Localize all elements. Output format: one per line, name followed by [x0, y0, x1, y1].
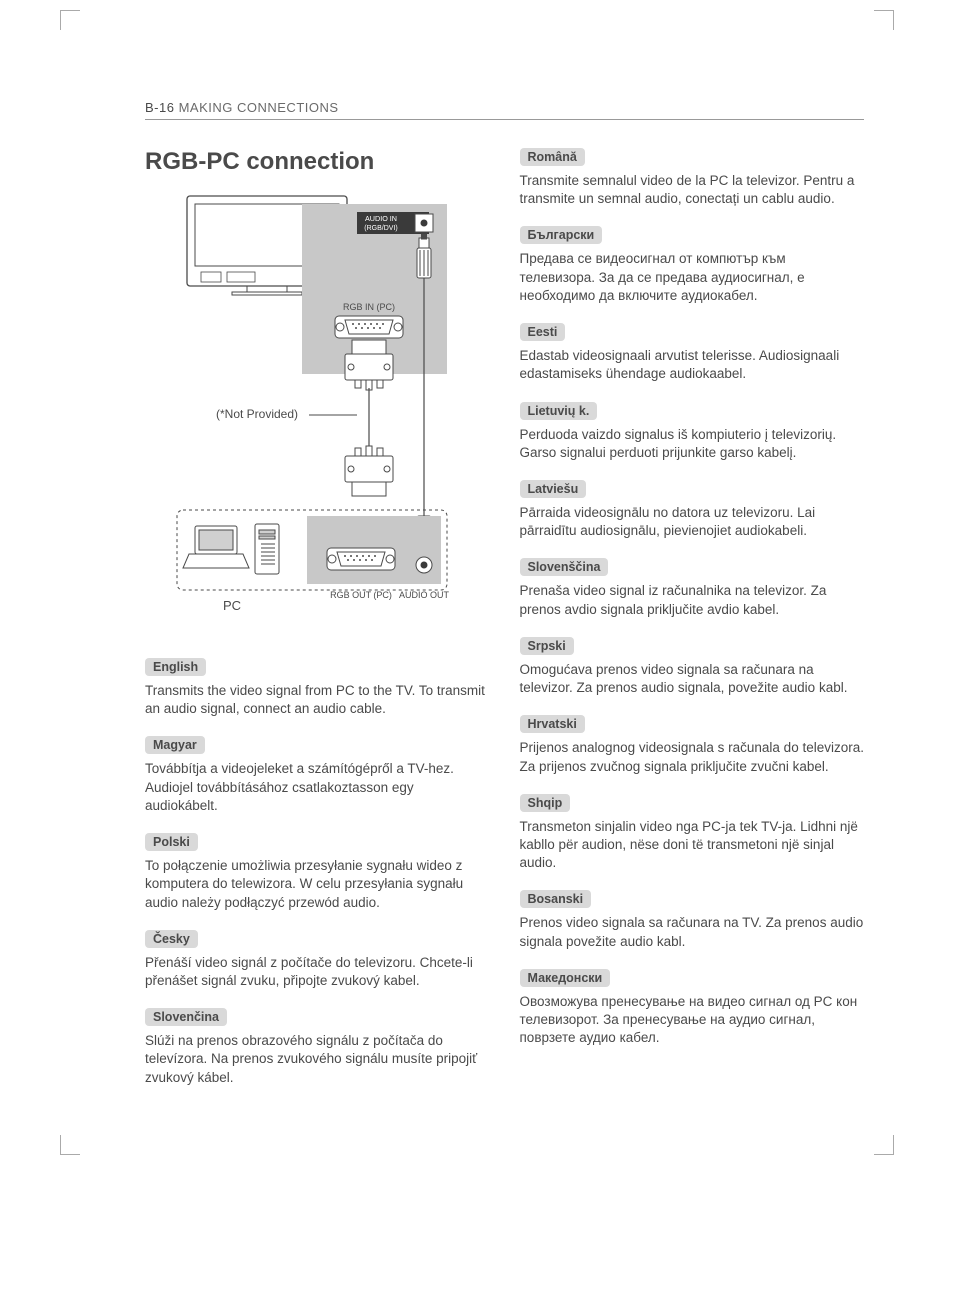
lang-block: Shqip Transmeton sinjalin video nga PC-j…	[520, 794, 865, 873]
pc-label: PC	[223, 598, 241, 613]
lang-block: Bosanski Prenos video signala sa računar…	[520, 890, 865, 950]
lang-text: Omogućava prenos video signala sa računa…	[520, 661, 865, 697]
audio-out-label: AUDIO OUT	[399, 590, 450, 600]
lang-label: Polski	[145, 833, 198, 851]
lang-block: Slovenščina Prenaša video signal iz raču…	[520, 558, 865, 618]
lang-text: Transmeton sinjalin video nga PC-ja tek …	[520, 818, 865, 873]
lang-text: Edastab videosignaali arvutist telerisse…	[520, 347, 865, 383]
page-header: B-16 MAKING CONNECTIONS	[145, 100, 864, 120]
lang-label: Česky	[145, 930, 198, 948]
section-title: MAKING CONNECTIONS	[179, 100, 339, 115]
lang-label: Bosanski	[520, 890, 592, 908]
lang-block: English Transmits the video signal from …	[145, 658, 490, 718]
audio-in-label-1: AUDIO IN	[365, 214, 397, 223]
lang-text: Perduoda vaizdo signalus iš kompiuterio …	[520, 426, 865, 462]
lang-text: Предава се видеосигнал от компютър към т…	[520, 250, 865, 305]
lang-label: Slovenščina	[520, 558, 609, 576]
lang-label: Hrvatski	[520, 715, 585, 733]
lang-label: Български	[520, 226, 603, 244]
lang-label: Slovenčina	[145, 1008, 227, 1026]
rgb-out-label: RGB OUT (PC)	[330, 590, 392, 600]
lang-block: Македонски Овозможува пренесување на вид…	[520, 969, 865, 1048]
lang-text: Prijenos analognog videosignala s računa…	[520, 739, 865, 775]
lang-label: English	[145, 658, 206, 676]
rgb-in-label: RGB IN (PC)	[343, 302, 395, 312]
lang-block: Română Transmite semnalul video de la PC…	[520, 148, 865, 208]
lang-label: Latviešu	[520, 480, 587, 498]
lang-text: Prenos video signala sa računara na TV. …	[520, 914, 865, 950]
page-number: B-16	[145, 100, 174, 115]
lang-label: Română	[520, 148, 585, 166]
lang-label: Eesti	[520, 323, 566, 341]
lang-block: Български Предава се видеосигнал от комп…	[520, 226, 865, 305]
lang-text: Přenáší video signál z počítače do telev…	[145, 954, 490, 990]
lang-block: Lietuvių k. Perduoda vaizdo signalus iš …	[520, 402, 865, 462]
lang-block: Slovenčina Slúži na prenos obrazového si…	[145, 1008, 490, 1087]
lang-block: Polski To połączenie umożliwia przesyłan…	[145, 833, 490, 912]
lang-block: Magyar Továbbítja a videojeleket a számí…	[145, 736, 490, 815]
lang-block: Latviešu Pārraida videosignālu no datora…	[520, 480, 865, 540]
lang-block: Hrvatski Prijenos analognog videosignala…	[520, 715, 865, 775]
lang-text: Овозможува пренесување на видео сигнал о…	[520, 993, 865, 1048]
lang-text: Továbbítja a videojeleket a számítógéprő…	[145, 760, 490, 815]
lang-label: Македонски	[520, 969, 611, 987]
lang-text: Slúži na prenos obrazového signálu z poč…	[145, 1032, 490, 1087]
audio-in-label-2: (RGB/DVI)	[365, 225, 398, 232]
lang-text: Prenaša video signal iz računalnika na t…	[520, 582, 865, 618]
lang-label: Shqip	[520, 794, 571, 812]
lang-text: To połączenie umożliwia przesyłanie sygn…	[145, 857, 490, 912]
lang-text: Pārraida videosignālu no datora uz telev…	[520, 504, 865, 540]
lang-label: Srpski	[520, 637, 574, 655]
page-title: RGB-PC connection	[145, 148, 490, 176]
lang-block: Srpski Omogućava prenos video signala sa…	[520, 637, 865, 697]
not-provided-label: (*Not Provided)	[216, 407, 298, 421]
connection-diagram: AUDIO IN (RGB/DVI) RGB I	[145, 190, 490, 620]
lang-block: Eesti Edastab videosignaali arvutist tel…	[520, 323, 865, 383]
rgb-pc-diagram-svg: AUDIO IN (RGB/DVI) RGB I	[157, 190, 477, 620]
lang-label: Magyar	[145, 736, 205, 754]
lang-label: Lietuvių k.	[520, 402, 598, 420]
lang-text: Transmits the video signal from PC to th…	[145, 682, 490, 718]
lang-text: Transmite semnalul video de la PC la tel…	[520, 172, 865, 208]
lang-block: Česky Přenáší video signál z počítače do…	[145, 930, 490, 990]
